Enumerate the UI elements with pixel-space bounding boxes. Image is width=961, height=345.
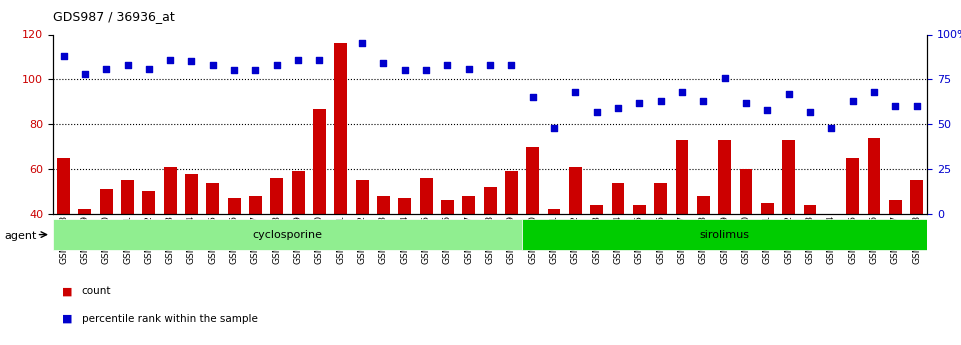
- Bar: [825, 272, 838, 304]
- Point: [376, 60, 391, 66]
- Point: [909, 104, 924, 109]
- Point: [290, 57, 306, 62]
- Bar: [718, 140, 731, 304]
- Point: [802, 109, 818, 115]
- Point: [141, 66, 157, 71]
- Point: [610, 105, 626, 111]
- Bar: [889, 200, 901, 304]
- Bar: [377, 196, 390, 304]
- Point: [333, 26, 349, 32]
- Bar: [185, 174, 198, 304]
- Bar: [142, 191, 156, 304]
- Bar: [483, 187, 497, 304]
- Text: GDS987 / 36936_at: GDS987 / 36936_at: [53, 10, 175, 23]
- Bar: [121, 180, 134, 304]
- Text: percentile rank within the sample: percentile rank within the sample: [82, 314, 258, 324]
- Text: agent: agent: [5, 231, 37, 241]
- Point: [653, 98, 669, 104]
- Point: [269, 62, 284, 68]
- Bar: [910, 180, 924, 304]
- Point: [631, 100, 647, 106]
- Bar: [782, 140, 795, 304]
- Bar: [420, 178, 432, 304]
- Point: [717, 75, 732, 80]
- Bar: [868, 138, 880, 304]
- Point: [56, 53, 71, 59]
- Bar: [79, 209, 91, 304]
- Bar: [505, 171, 518, 304]
- Bar: [334, 43, 347, 304]
- Bar: [228, 198, 240, 304]
- Bar: [633, 205, 646, 304]
- Text: ■: ■: [62, 314, 73, 324]
- Point: [98, 66, 113, 71]
- Bar: [249, 196, 262, 304]
- Text: sirolimus: sirolimus: [700, 230, 750, 239]
- Bar: [462, 196, 475, 304]
- Bar: [654, 183, 667, 304]
- Point: [418, 68, 433, 73]
- Bar: [761, 203, 774, 304]
- Point: [355, 41, 370, 46]
- Point: [482, 62, 498, 68]
- Bar: [441, 200, 454, 304]
- Bar: [697, 196, 710, 304]
- Point: [738, 100, 753, 106]
- Bar: [740, 169, 752, 304]
- Bar: [676, 140, 688, 304]
- Point: [696, 98, 711, 104]
- Bar: [292, 171, 305, 304]
- Point: [589, 109, 604, 115]
- Text: count: count: [82, 286, 111, 296]
- Point: [227, 68, 242, 73]
- Text: ■: ■: [62, 286, 73, 296]
- Point: [205, 62, 220, 68]
- FancyBboxPatch shape: [53, 219, 522, 250]
- Point: [888, 104, 903, 109]
- Point: [184, 59, 199, 64]
- Bar: [590, 205, 604, 304]
- Point: [248, 68, 263, 73]
- Point: [760, 107, 776, 112]
- Point: [781, 91, 797, 97]
- Bar: [399, 198, 411, 304]
- Point: [461, 66, 477, 71]
- Bar: [207, 183, 219, 304]
- Point: [525, 95, 540, 100]
- Point: [77, 71, 92, 77]
- Point: [845, 98, 860, 104]
- Point: [568, 89, 583, 95]
- Point: [504, 62, 519, 68]
- Bar: [313, 108, 326, 304]
- Bar: [569, 167, 581, 304]
- Bar: [356, 180, 368, 304]
- Point: [547, 125, 562, 130]
- Point: [120, 62, 136, 68]
- Text: cyclosporine: cyclosporine: [253, 230, 323, 239]
- Bar: [100, 189, 112, 304]
- Bar: [527, 147, 539, 304]
- Bar: [57, 158, 70, 304]
- Bar: [803, 205, 817, 304]
- Point: [162, 57, 178, 62]
- Bar: [548, 209, 560, 304]
- Point: [397, 68, 412, 73]
- Point: [867, 89, 882, 95]
- Point: [675, 89, 690, 95]
- Point: [824, 125, 839, 130]
- Point: [311, 57, 327, 62]
- Bar: [847, 158, 859, 304]
- Bar: [163, 167, 177, 304]
- Bar: [612, 183, 625, 304]
- Bar: [270, 178, 283, 304]
- FancyBboxPatch shape: [522, 219, 927, 250]
- Point: [440, 62, 456, 68]
